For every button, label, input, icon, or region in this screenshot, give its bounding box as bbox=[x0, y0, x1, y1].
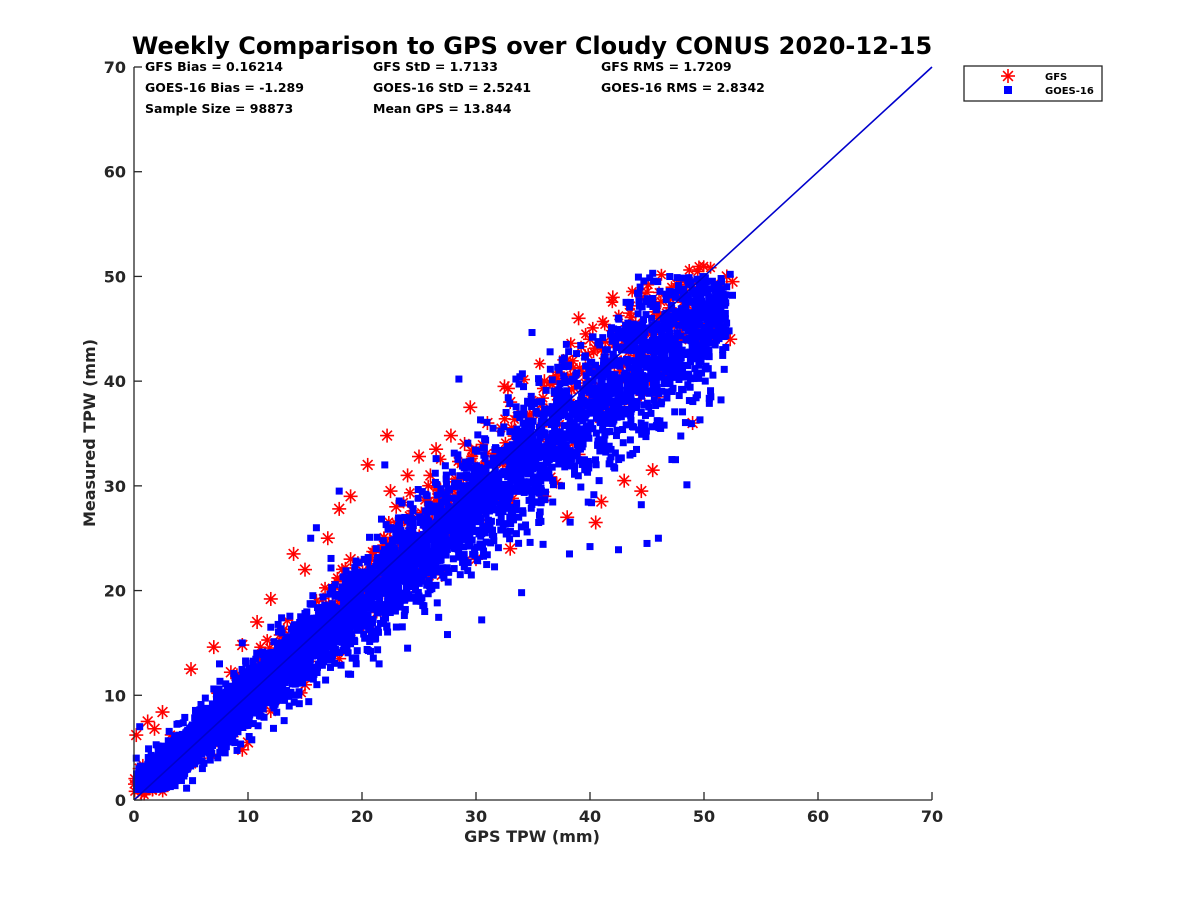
gfs-point bbox=[264, 592, 278, 606]
gfs-point bbox=[380, 429, 394, 443]
goes16-point bbox=[513, 403, 520, 410]
goes16-point bbox=[560, 372, 567, 379]
goes16-point bbox=[677, 433, 684, 440]
goes16-point bbox=[620, 439, 627, 446]
gfs-point bbox=[287, 547, 301, 561]
gfs-point bbox=[156, 705, 170, 719]
gfs-point bbox=[401, 468, 415, 482]
gfs-point bbox=[534, 358, 546, 370]
goes16-point bbox=[484, 419, 491, 426]
goes16-point bbox=[554, 364, 561, 371]
gfs-point bbox=[429, 442, 443, 456]
gfs-point bbox=[646, 463, 660, 477]
gfs-point bbox=[404, 487, 416, 499]
gfs-point bbox=[298, 563, 312, 577]
gfs-point bbox=[250, 615, 264, 629]
goes16-point bbox=[374, 534, 381, 541]
goes16-point bbox=[354, 647, 361, 654]
chart-title: Weekly Comparison to GPS over Cloudy CON… bbox=[132, 32, 932, 60]
gfs-point bbox=[361, 458, 375, 472]
gfs-point bbox=[587, 322, 599, 334]
goes16-point bbox=[515, 540, 522, 547]
gfs-point bbox=[617, 474, 631, 488]
goes16-point bbox=[338, 662, 345, 669]
goes16-point bbox=[234, 747, 241, 754]
gfs-point bbox=[148, 722, 162, 736]
gfs-point bbox=[501, 381, 515, 395]
gfs-point bbox=[184, 662, 198, 676]
gfs-point bbox=[207, 640, 221, 654]
gfs-point bbox=[321, 531, 335, 545]
goes16-point bbox=[707, 387, 714, 394]
gfs-point bbox=[463, 400, 477, 414]
gfs-point bbox=[589, 516, 603, 530]
goes16-point bbox=[491, 563, 498, 570]
gfs-point bbox=[344, 489, 358, 503]
goes16-point bbox=[373, 545, 380, 552]
goes16-point bbox=[674, 274, 681, 281]
gfs-point bbox=[412, 450, 426, 464]
gfs-point bbox=[384, 484, 398, 498]
gfs-point bbox=[332, 502, 346, 516]
gfs-point bbox=[634, 484, 648, 498]
goes16-point bbox=[281, 717, 288, 724]
goes16-point bbox=[415, 495, 422, 502]
goes16-point bbox=[434, 492, 441, 499]
goes16-point bbox=[495, 544, 502, 551]
goes16-series bbox=[133, 270, 736, 793]
goes16-point bbox=[457, 571, 464, 578]
gfs-point bbox=[444, 429, 458, 443]
gfs-point bbox=[572, 311, 586, 325]
goes16-point bbox=[678, 386, 685, 393]
